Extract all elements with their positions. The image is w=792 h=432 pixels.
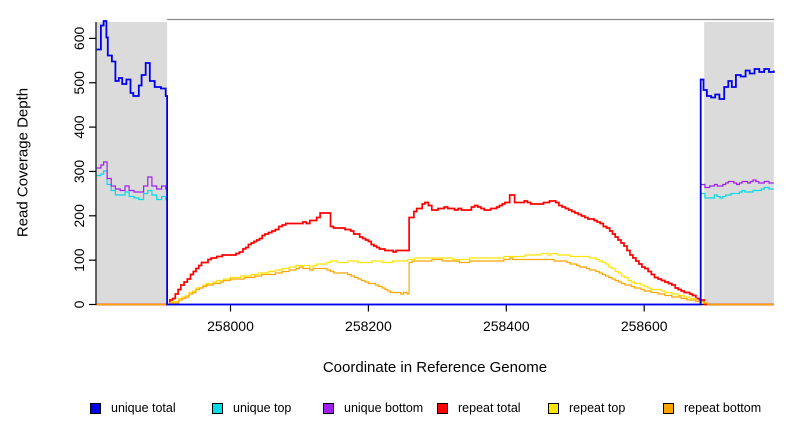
- legend-swatch: [212, 402, 223, 414]
- x-tick-label: 258000: [207, 318, 254, 334]
- legend-label: unique total: [111, 401, 176, 415]
- y-tick-label: 600: [71, 27, 87, 51]
- legend-item-repeat-total: repeat total: [437, 399, 521, 417]
- series-line-repeat-bottom: [96, 257, 774, 306]
- y-tick-label: 100: [71, 248, 87, 272]
- y-tick-label: 0: [71, 300, 87, 308]
- series-line-repeat-total: [96, 194, 774, 306]
- legend-label: unique bottom: [344, 401, 424, 415]
- legend-swatch: [323, 402, 334, 414]
- legend-item-repeat-top: repeat top: [548, 399, 625, 417]
- series-line-unique-total: [96, 20, 775, 306]
- legend-item-unique-total: unique total: [90, 399, 176, 417]
- legend-label: repeat bottom: [684, 401, 762, 415]
- legend-item-unique-bottom: unique bottom: [323, 399, 423, 417]
- x-tick-label: 258600: [621, 318, 668, 334]
- x-tick-label: 258200: [345, 318, 392, 334]
- legend-swatch: [548, 402, 559, 414]
- legend-label: repeat top: [569, 401, 626, 415]
- shaded-region: [96, 22, 168, 305]
- y-tick-label: 400: [71, 115, 87, 139]
- x-tick-label: 258400: [483, 318, 530, 334]
- legend-label: repeat total: [458, 401, 521, 415]
- legend-item-unique-top: unique top: [212, 399, 291, 417]
- y-tick-label: 500: [71, 71, 87, 95]
- shaded-region: [704, 22, 774, 305]
- legend-swatch: [663, 402, 674, 414]
- y-tick-label: 300: [71, 160, 87, 184]
- series-line-repeat-top: [96, 252, 774, 306]
- legend-label: unique top: [233, 401, 292, 415]
- y-axis-title: Read Coverage Depth: [14, 87, 32, 238]
- legend-swatch: [90, 402, 101, 414]
- legend-item-repeat-bottom: repeat bottom: [663, 399, 761, 417]
- legend-swatch: [437, 402, 448, 414]
- y-tick-label: 200: [71, 204, 87, 228]
- legend: unique total unique top unique bottom repea…: [0, 399, 792, 419]
- x-axis-title: Coordinate in Reference Genome: [322, 359, 548, 376]
